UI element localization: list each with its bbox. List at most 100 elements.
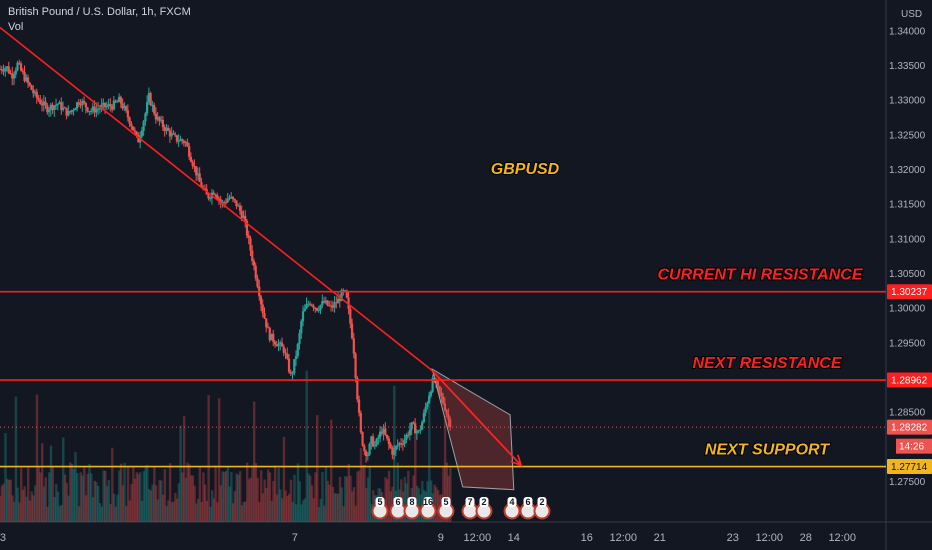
volume-bar xyxy=(207,394,210,522)
volume-bar xyxy=(95,482,98,522)
volume-bar xyxy=(245,462,249,522)
candle-body xyxy=(181,139,184,142)
candle-body xyxy=(428,396,431,403)
candle-body xyxy=(132,126,135,131)
volume-bar xyxy=(217,398,221,522)
volume-bar xyxy=(351,491,354,522)
volume-bar xyxy=(144,466,147,522)
candle-body xyxy=(228,197,231,199)
event-count: 16 xyxy=(423,497,433,507)
event-markers[interactable]: 5 6 8 16 5 7 2 4 6 2 xyxy=(371,497,551,520)
price-tick-label: 1.28500 xyxy=(889,408,926,419)
volume-bar xyxy=(338,476,342,522)
volume-bar xyxy=(330,419,333,522)
candle-body xyxy=(79,104,82,106)
volume-bar xyxy=(223,472,226,522)
volume-bar xyxy=(39,472,42,522)
candle-body xyxy=(111,106,114,110)
volume-bar xyxy=(282,436,286,522)
price-tick-label: 1.29500 xyxy=(889,338,926,349)
volume-bar xyxy=(118,470,121,522)
candle-body xyxy=(72,110,75,112)
candle-body xyxy=(11,73,14,79)
price-axis-panel[interactable] xyxy=(886,0,932,550)
candle-body xyxy=(419,429,422,431)
volume-bar xyxy=(165,506,168,522)
volume-bar xyxy=(0,485,4,522)
volume-bar xyxy=(361,465,364,522)
downtrend-line[interactable] xyxy=(0,26,433,372)
candle-body xyxy=(230,196,233,198)
candle-body xyxy=(0,69,2,71)
candle-body xyxy=(298,333,301,345)
candle-body xyxy=(291,373,294,375)
candle-body xyxy=(46,105,49,113)
event-count: 7 xyxy=(467,497,472,507)
currency-label[interactable]: USD xyxy=(901,9,922,20)
volume-bar xyxy=(97,486,100,522)
volume-bar xyxy=(200,502,203,522)
candle-body xyxy=(333,302,336,308)
candle-body xyxy=(186,142,189,147)
current-hi-resistance-label: CURRENT HI RESISTANCE xyxy=(657,267,863,284)
projection-arrow[interactable] xyxy=(431,369,522,467)
candle-body xyxy=(149,93,152,106)
candle-body xyxy=(408,429,411,436)
volume-bar xyxy=(259,470,263,522)
volume-bar xyxy=(421,480,424,522)
volume-bar xyxy=(414,422,417,522)
candle-body xyxy=(421,421,424,430)
volume-bar xyxy=(189,475,193,522)
volume-bar xyxy=(263,479,266,522)
volume-bar xyxy=(445,462,449,522)
candle-body xyxy=(375,439,378,446)
volume-bar xyxy=(0,495,2,522)
current-price-tag: 1.28282 xyxy=(887,419,932,435)
volume-bar xyxy=(242,501,245,522)
volume-bar xyxy=(258,502,261,522)
volume-bar xyxy=(154,485,158,522)
volume-bar xyxy=(403,476,407,522)
price-tag-text: 1.30237 xyxy=(891,287,928,298)
volume-bar xyxy=(289,479,293,522)
price-tick-label: 1.27500 xyxy=(889,477,926,488)
candle-body xyxy=(98,108,101,110)
candle-body xyxy=(294,356,298,360)
candle-body xyxy=(440,392,443,397)
volume-bar xyxy=(16,487,19,522)
volume-bar xyxy=(56,491,60,522)
event-count-badge xyxy=(375,497,385,507)
volume-bar xyxy=(370,504,373,522)
volume-bar xyxy=(221,471,224,522)
candle-body xyxy=(447,414,450,420)
volume-bar xyxy=(186,462,189,522)
volume-bar xyxy=(251,465,254,522)
volume-bar xyxy=(18,502,21,522)
candle-body xyxy=(244,215,247,222)
projection-wedge[interactable] xyxy=(431,368,515,491)
candle-body xyxy=(216,194,219,199)
volume-bar xyxy=(291,501,294,522)
candle-body xyxy=(35,91,38,98)
volume-bar xyxy=(100,506,103,522)
volume-bar xyxy=(333,493,336,522)
candle-body xyxy=(287,358,291,372)
event-count: 5 xyxy=(443,497,448,507)
candle-body xyxy=(424,407,427,413)
volume-bar xyxy=(175,498,179,522)
candle-body xyxy=(182,141,186,143)
volume-bar xyxy=(340,487,343,522)
volume-bar xyxy=(415,485,419,522)
candle-body xyxy=(32,89,35,94)
candle-body xyxy=(415,431,418,434)
event-count-badge xyxy=(423,497,433,507)
volume-bar xyxy=(51,466,54,522)
volume-bar xyxy=(256,477,259,522)
volume-bar xyxy=(347,463,350,522)
volume-bar xyxy=(25,496,28,522)
candle-body xyxy=(160,119,163,121)
volume-bar xyxy=(65,482,68,522)
volume-bar xyxy=(300,504,303,522)
